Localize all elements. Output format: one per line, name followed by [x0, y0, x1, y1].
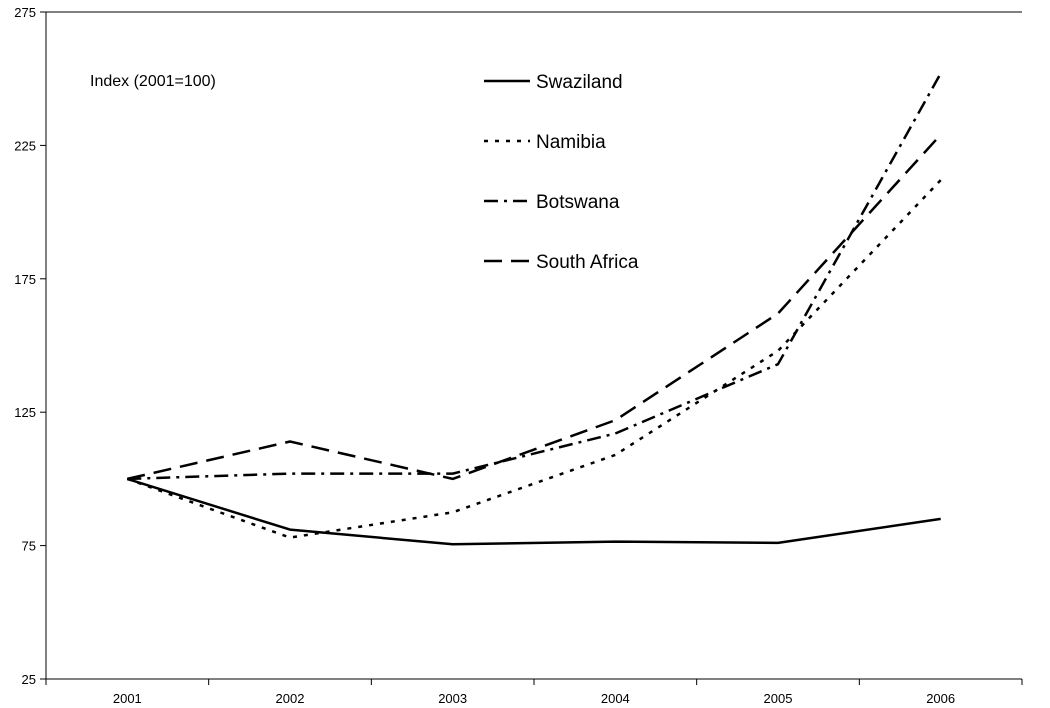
axes: 25 75 125 175 225 275 2001 2002 2003 2004 2005 2006: [14, 5, 1023, 706]
x-tick-label: 2004: [601, 691, 630, 706]
y-tick-label: 175: [14, 272, 36, 287]
chart-annotation: Index (2001=100): [90, 73, 216, 90]
x-tick-label: 2002: [276, 691, 305, 706]
legend-label-namibia: Namibia: [536, 132, 606, 153]
legend-label-botswana: Botswana: [536, 192, 620, 213]
x-tick-label: 2003: [438, 691, 467, 706]
series-line-botswana: [127, 72, 942, 481]
y-tick-label: 125: [14, 405, 36, 420]
series-line-south-africa: [127, 133, 942, 481]
legend-label-south-africa: South Africa: [536, 252, 639, 273]
y-tick-label: 25: [22, 672, 36, 687]
y-tick-label: 225: [14, 138, 36, 153]
x-tick-label: 2005: [764, 691, 793, 706]
series-line-swaziland: [126, 477, 941, 546]
y-tick-label: 75: [22, 539, 36, 554]
x-tick-label: 2006: [926, 691, 955, 706]
series-line-namibia: [126, 179, 942, 539]
x-tick-label: 2001: [113, 691, 142, 706]
legend-label-swaziland: Swaziland: [536, 72, 623, 93]
series-lines: [126, 72, 942, 546]
y-tick-label: 275: [14, 5, 36, 20]
legend: Swaziland Namibia Botswana South Africa: [484, 72, 639, 273]
